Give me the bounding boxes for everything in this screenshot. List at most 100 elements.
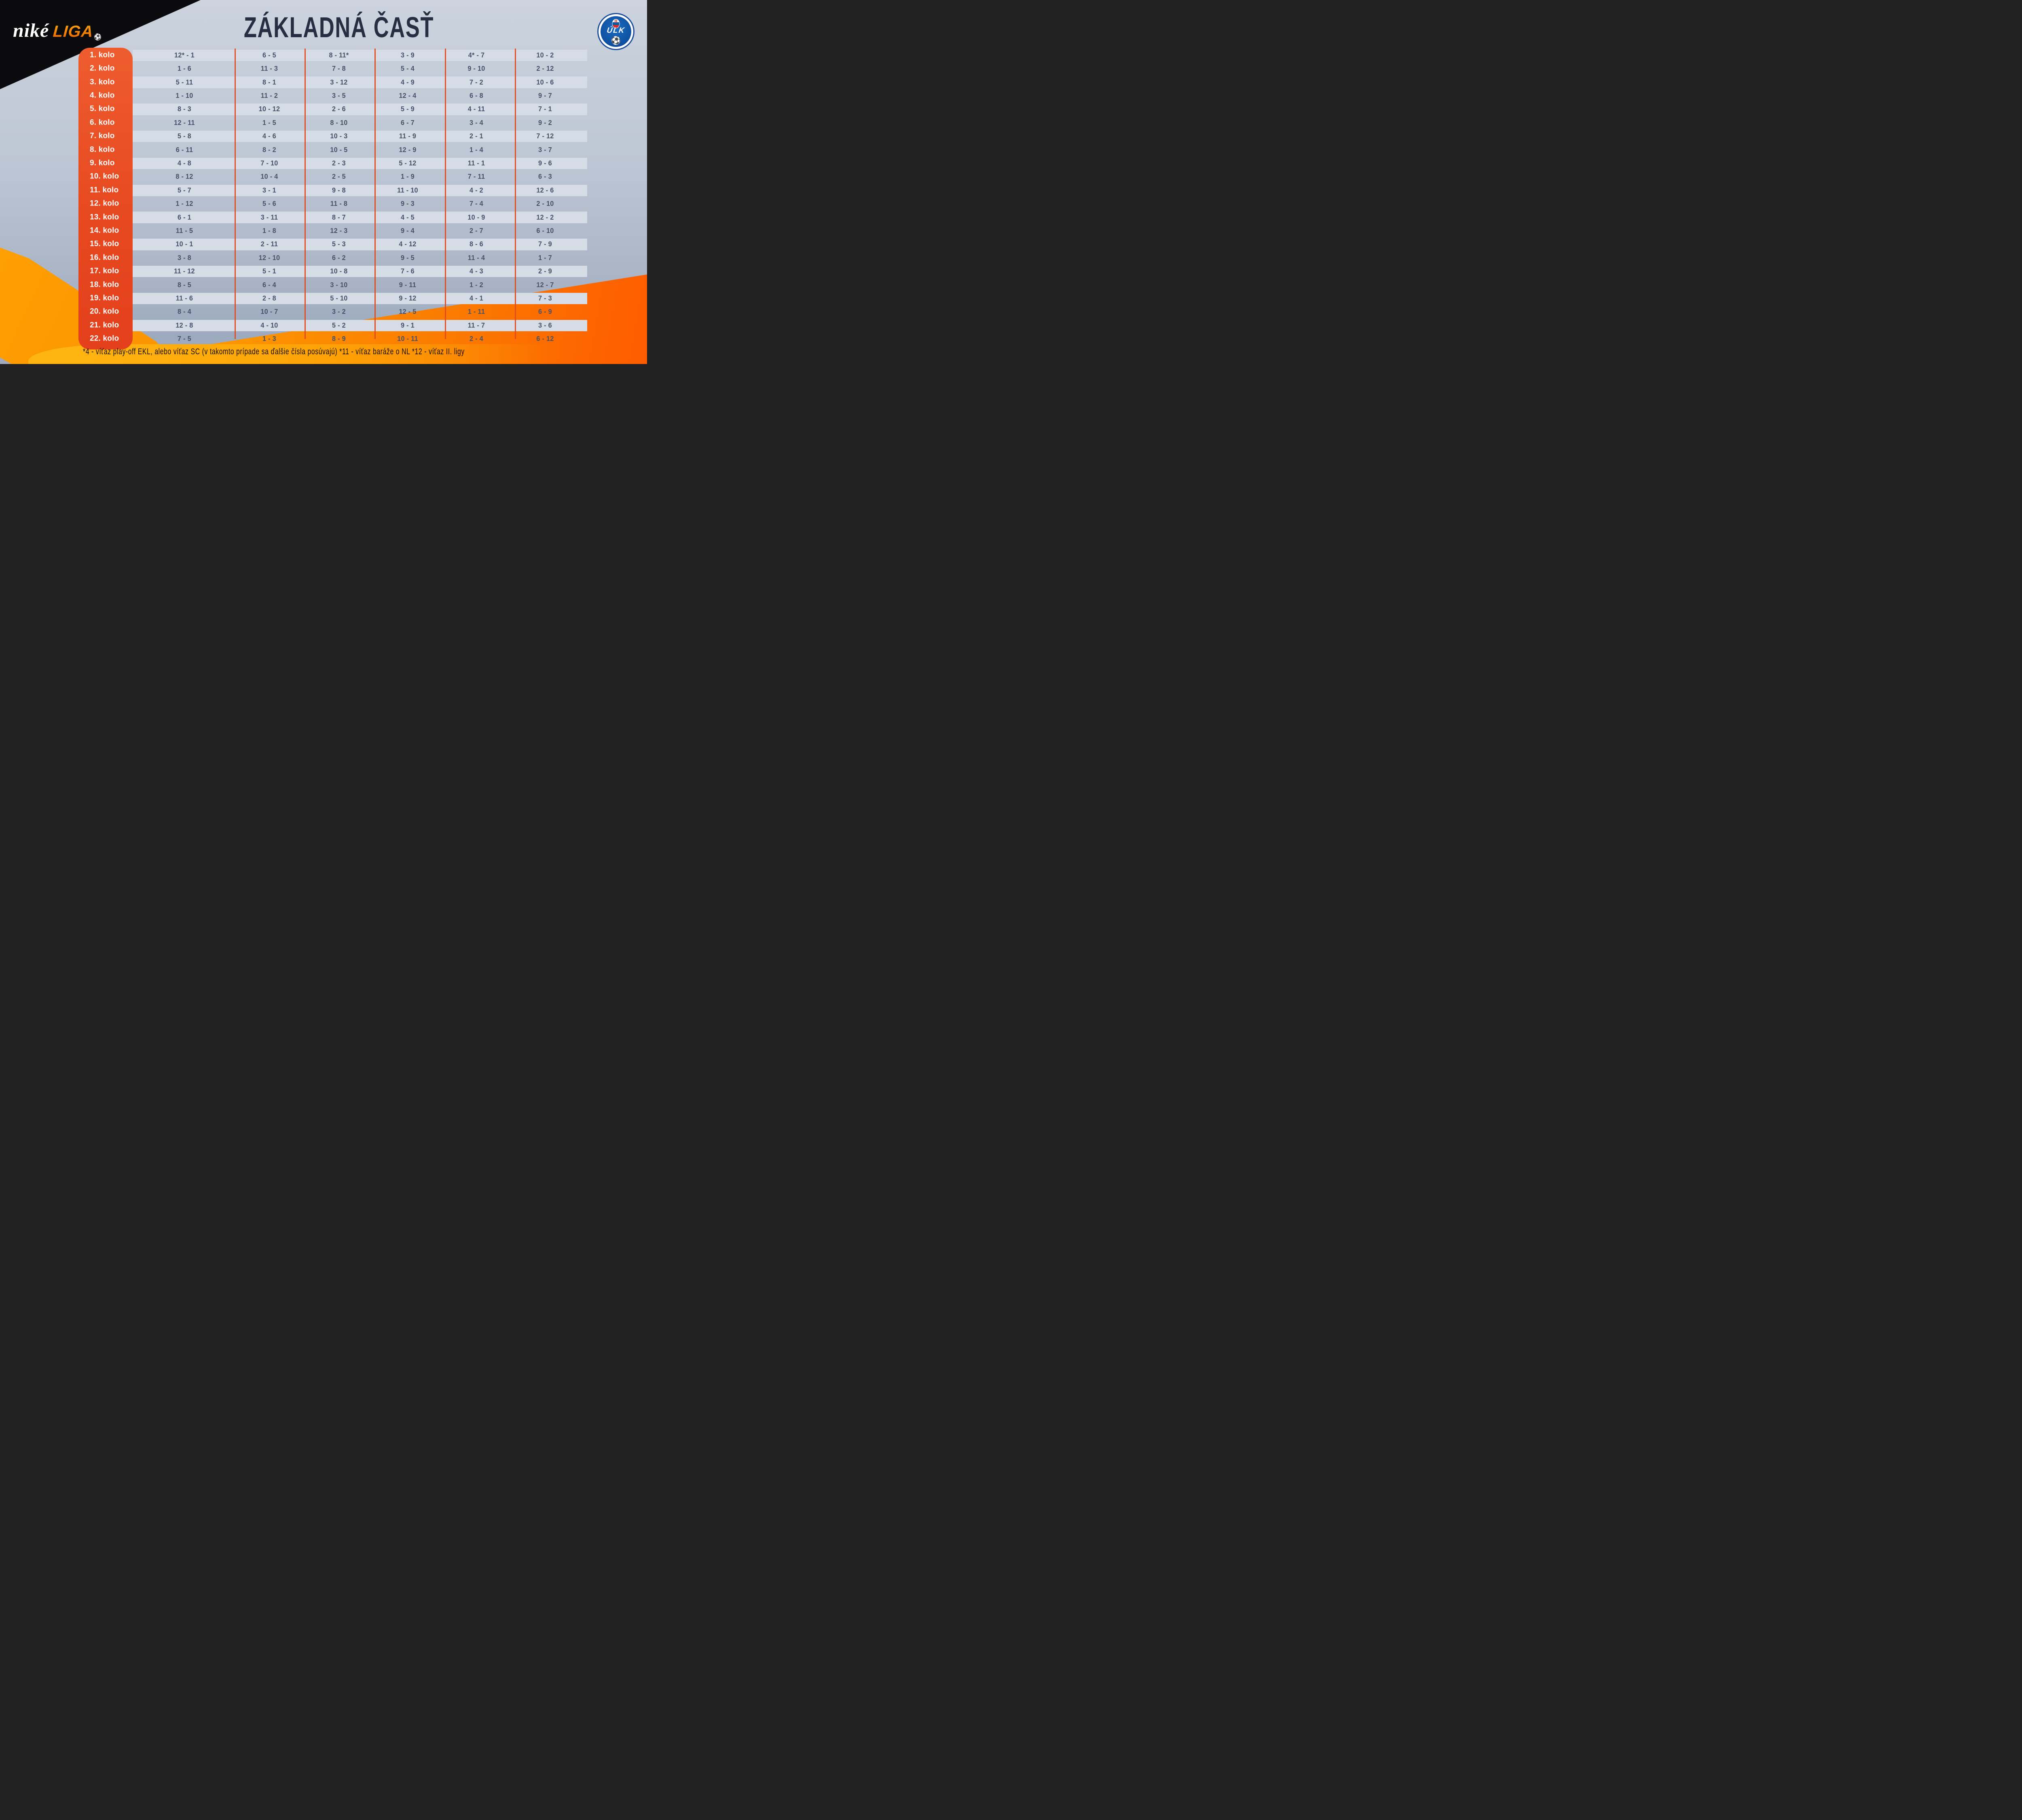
match-cell: 8 - 12 [176, 172, 193, 181]
round-label: 19. kolo [90, 294, 119, 303]
schedule-row: 21. kolo 12 - 8 4 - 10 5 - 2 9 - 1 11 - 7 3 - … [0, 319, 647, 332]
nike-wordmark: niké [13, 20, 49, 41]
round-label: 22. kolo [90, 334, 119, 343]
match-cell: 7 - 3 [538, 294, 552, 303]
match-cell: 3 - 7 [538, 145, 552, 154]
match-cell: 6 - 12 [536, 334, 554, 343]
row-stripe [133, 266, 587, 277]
match-cell: 5 - 11 [176, 78, 193, 86]
schedule-row: 1. kolo 12* - 1 6 - 5 8 - 11* 3 - 9 4* - 7 10 … [0, 49, 647, 62]
match-cell: 12* - 1 [174, 51, 195, 59]
match-cell: 7 - 10 [260, 159, 278, 167]
schedule-row: 3. kolo 5 - 11 8 - 1 3 - 12 4 - 9 7 - 2 10 - 6 [0, 76, 647, 89]
match-cell: 11 - 12 [174, 267, 195, 275]
round-label: 2. kolo [90, 64, 115, 73]
match-cell: 4 - 10 [260, 321, 278, 329]
match-cell: 1 - 10 [176, 91, 193, 100]
row-stripe [133, 157, 587, 169]
match-cell: 2 - 9 [538, 267, 552, 275]
slovak-flag-icon [612, 19, 620, 28]
match-cell: 12 - 3 [330, 226, 348, 235]
match-cell: 4 - 11 [467, 105, 485, 113]
match-cell: 7 - 12 [536, 132, 554, 140]
match-cell: 6 - 9 [538, 307, 552, 316]
match-cell: 5 - 10 [330, 294, 348, 303]
match-cell: 3 - 1 [262, 186, 276, 194]
round-label: 12. kolo [90, 199, 119, 208]
match-cell: 3 - 4 [470, 118, 483, 127]
schedule-row: 10. kolo 8 - 12 10 - 4 2 - 5 1 - 9 7 - 11 6 - … [0, 170, 647, 184]
soccer-ball-icon: ⚽ [611, 36, 621, 45]
round-label: 13. kolo [90, 213, 119, 222]
match-cell: 8 - 4 [178, 307, 191, 316]
schedule-row: 9. kolo 4 - 8 7 - 10 2 - 3 5 - 12 11 - 1 9 - 6 [0, 157, 647, 170]
schedule-row: 11. kolo 5 - 7 3 - 1 9 - 8 11 - 10 4 - 2 12 - … [0, 184, 647, 197]
match-cell: 11 - 2 [260, 91, 278, 100]
schedule-row: 16. kolo 3 - 8 12 - 10 6 - 2 9 - 5 11 - 4 1 - … [0, 251, 647, 265]
match-cell: 1 - 11 [467, 307, 485, 316]
match-cell: 5 - 4 [401, 64, 415, 73]
row-stripe [133, 320, 587, 332]
row-stripe [133, 239, 587, 250]
match-cell: 12 - 10 [258, 253, 280, 262]
liga-wordmark: LIGA [52, 23, 94, 40]
schedule-row: 13. kolo 6 - 1 3 - 11 8 - 7 4 - 5 10 - 9 12 - … [0, 211, 647, 224]
match-cell: 4 - 8 [178, 159, 191, 167]
round-label: 18. kolo [90, 280, 119, 289]
match-cell: 2 - 4 [470, 334, 483, 343]
badge-label: ÚLK [606, 26, 626, 35]
match-cell: 5 - 3 [332, 240, 346, 248]
match-cell: 9 - 3 [401, 199, 415, 208]
match-cell: 11 - 5 [176, 226, 193, 235]
schedule-row: 15. kolo 10 - 1 2 - 11 5 - 3 4 - 12 8 - 6 7 - … [0, 238, 647, 251]
match-cell: 5 - 12 [399, 159, 417, 167]
match-cell: 7 - 11 [467, 172, 485, 181]
round-label: 1. kolo [90, 51, 115, 59]
match-cell: 2 - 11 [260, 240, 278, 248]
round-label: 14. kolo [90, 226, 119, 235]
match-cell: 6 - 2 [332, 253, 346, 262]
match-cell: 7 - 2 [470, 78, 483, 86]
match-cell: 5 - 6 [262, 199, 276, 208]
match-cell: 4 - 12 [399, 240, 417, 248]
match-cell: 12 - 7 [536, 280, 554, 289]
match-cell: 2 - 1 [470, 132, 483, 140]
match-cell: 5 - 7 [178, 186, 191, 194]
match-cell: 4 - 1 [470, 294, 483, 303]
match-cell: 9 - 2 [538, 118, 552, 127]
round-column-pill [78, 48, 133, 349]
match-cell: 6 - 10 [536, 226, 554, 235]
round-label: 16. kolo [90, 253, 119, 262]
schedule-poster: 1. kolo 12* - 1 6 - 5 8 - 11* 3 - 9 4* - 7 10 … [0, 0, 647, 364]
match-cell: 1 - 12 [176, 199, 193, 208]
match-cell: 4 - 5 [401, 213, 415, 221]
round-label: 3. kolo [90, 78, 115, 87]
schedule-row: 6. kolo 12 - 11 1 - 5 8 - 10 6 - 7 3 - 4 9 - 2 [0, 116, 647, 129]
round-label: 7. kolo [90, 131, 115, 140]
round-label: 9. kolo [90, 159, 115, 167]
match-cell: 7 - 4 [470, 199, 483, 208]
match-cell: 1 - 8 [262, 226, 276, 235]
round-label: 20. kolo [90, 307, 119, 316]
round-label: 21. kolo [90, 321, 119, 330]
match-cell: 10 - 1 [176, 240, 193, 248]
row-stripe [133, 212, 587, 223]
match-cell: 10 - 3 [330, 132, 348, 140]
match-cell: 2 - 7 [470, 226, 483, 235]
round-label: 5. kolo [90, 104, 115, 113]
match-cell: 8 - 1 [262, 78, 276, 86]
footnote: *4 - víťaz play-off EKL, alebo víťaz SC … [83, 347, 465, 356]
match-cell: 3 - 2 [332, 307, 346, 316]
match-cell: 12 - 8 [176, 321, 193, 329]
match-cell: 3 - 12 [330, 78, 348, 86]
slovak-emblem-icon [615, 20, 617, 23]
round-label: 11. kolo [90, 186, 119, 195]
row-stripe [133, 104, 587, 115]
match-cell: 8 - 7 [332, 213, 346, 221]
match-cell: 12 - 5 [399, 307, 417, 316]
match-cell: 1 - 9 [401, 172, 415, 181]
match-cell: 8 - 2 [262, 145, 276, 154]
match-cell: 4 - 2 [470, 186, 483, 194]
match-cell: 7 - 8 [332, 64, 346, 73]
match-cell: 1 - 7 [538, 253, 552, 262]
